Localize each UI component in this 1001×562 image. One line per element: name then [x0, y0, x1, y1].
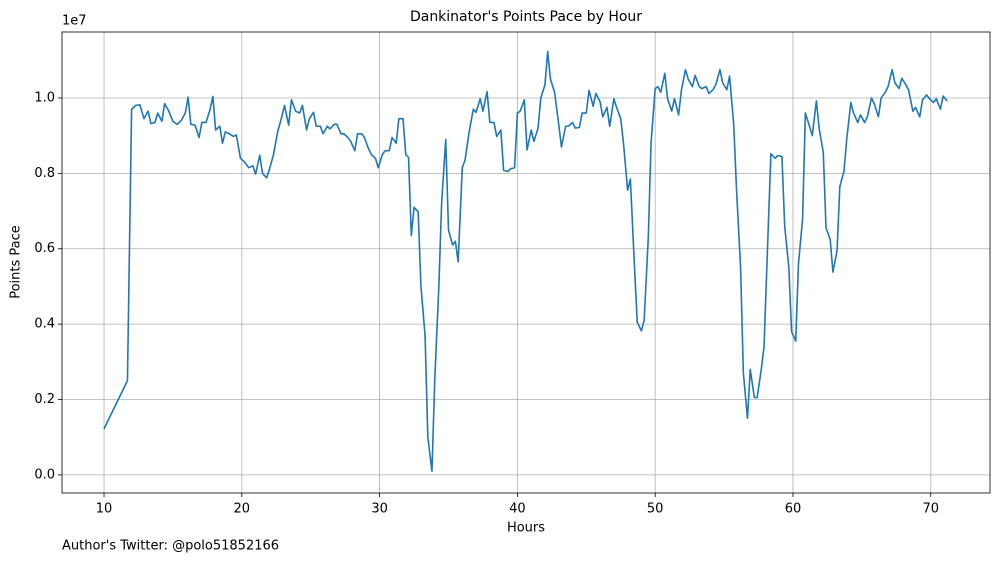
- x-tick-label: 40: [509, 502, 526, 517]
- annotation: Author's Twitter: @polo51852166: [62, 539, 279, 554]
- x-axis-label: Hours: [507, 521, 545, 536]
- x-tick-label: 30: [371, 502, 388, 517]
- y-tick-label: 0.2: [34, 392, 55, 407]
- plot-frame: [61, 31, 991, 494]
- y-axis-label: Points Pace: [9, 225, 24, 299]
- x-tick-label: 50: [647, 502, 664, 517]
- x-tick-label: 10: [96, 502, 113, 517]
- x-tick-label: 60: [785, 502, 802, 517]
- line: [103, 50, 948, 472]
- y-tick-label: 1.0: [34, 90, 55, 105]
- y-tick-label: 0.8: [34, 166, 55, 181]
- chart-title: Dankinator's Points Pace by Hour: [410, 9, 642, 25]
- y-offset-label: 1e7: [62, 14, 87, 29]
- x-tick-label: 20: [234, 502, 251, 517]
- y-tick-label: 0.4: [34, 317, 55, 332]
- y-tick-label: 0.0: [34, 467, 55, 482]
- y-tick-label: 0.6: [34, 241, 55, 256]
- x-tick-label: 70: [922, 502, 939, 517]
